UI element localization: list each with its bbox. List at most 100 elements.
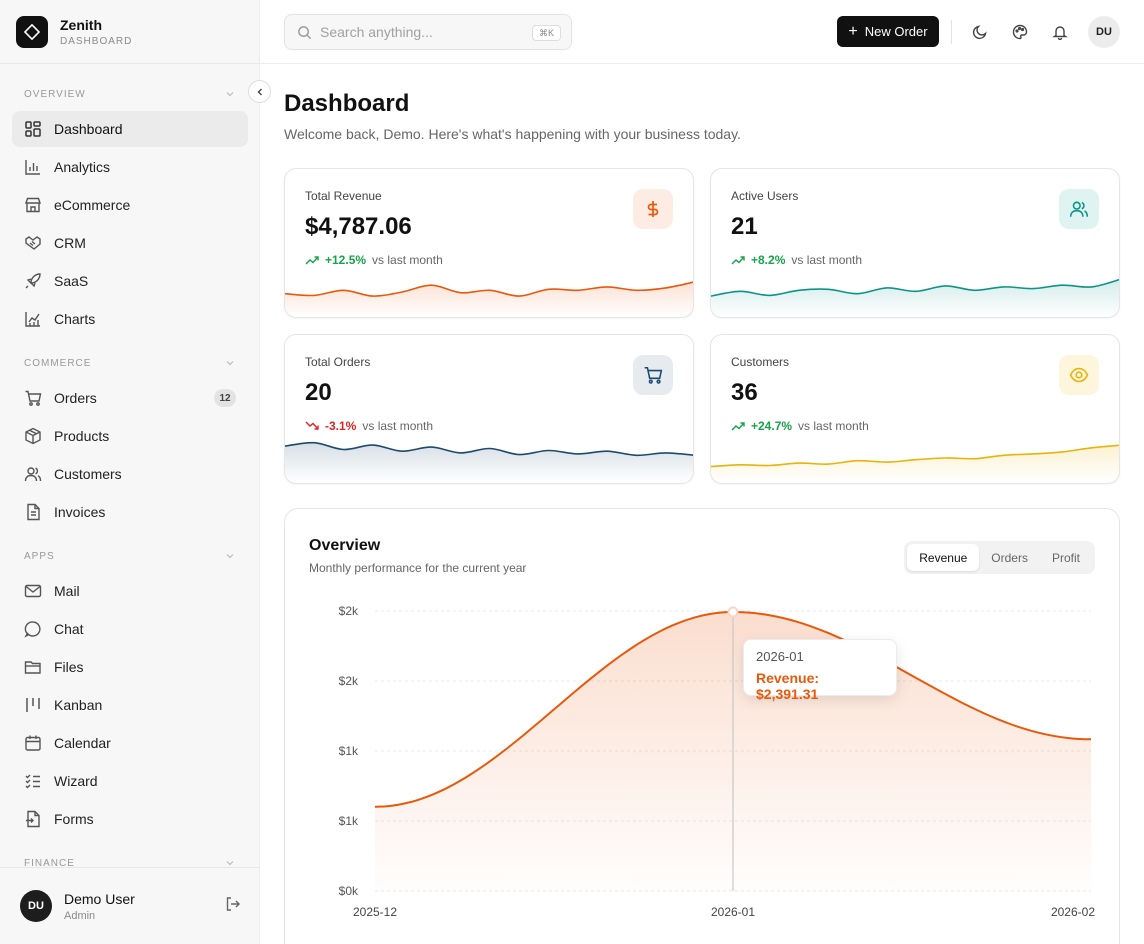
sidebar-item-kanban[interactable]: Kanban xyxy=(12,687,248,723)
stat-card-active-users[interactable]: Active Users 21 +8.2% vs last month xyxy=(710,168,1120,318)
calendar-icon xyxy=(24,734,42,752)
orders-sparkline xyxy=(285,441,693,483)
logout-icon[interactable] xyxy=(225,896,241,917)
overview-subtitle: Monthly performance for the current year xyxy=(309,561,527,575)
new-order-label: New Order xyxy=(864,24,928,39)
package-icon xyxy=(24,427,42,445)
orders-count-badge: 12 xyxy=(214,389,236,407)
stat-comparison: vs last month xyxy=(798,419,869,433)
sidebar-item-dashboard[interactable]: Dashboard xyxy=(12,111,248,147)
search-box[interactable]: ⌘K xyxy=(284,14,572,50)
sidebar-item-orders[interactable]: Orders 12 xyxy=(12,380,248,416)
y-tick-label: $0k xyxy=(339,884,359,898)
sparkline-line xyxy=(285,441,693,457)
stat-card-customers[interactable]: Customers 36 +24.7% vs last month xyxy=(710,334,1120,484)
section-title: OVERVIEW xyxy=(24,88,86,100)
page-title: Dashboard xyxy=(284,90,410,117)
stat-trend: +24.7% vs last month xyxy=(731,419,869,433)
users-sparkline xyxy=(711,278,1119,317)
sidebar-item-charts[interactable]: Charts xyxy=(12,301,248,337)
stat-comparison: vs last month xyxy=(372,253,443,267)
bell-icon[interactable] xyxy=(1048,20,1072,44)
tab-profit[interactable]: Profit xyxy=(1051,550,1080,565)
section-commerce[interactable]: COMMERCE xyxy=(24,356,235,370)
stat-trend: +8.2% vs last month xyxy=(731,253,862,267)
overview-tabs: Revenue Orders Profit xyxy=(904,541,1095,574)
moon-icon[interactable] xyxy=(968,20,992,44)
sidebar-item-files[interactable]: Files xyxy=(12,649,248,685)
sidebar: Zenith DASHBOARD OVERVIEW Dashboard Anal… xyxy=(0,0,260,944)
active-data-point xyxy=(727,606,739,618)
avatar[interactable]: DU xyxy=(20,890,52,922)
section-title: COMMERCE xyxy=(24,357,92,369)
sidebar-item-label: Kanban xyxy=(54,697,103,713)
sidebar-item-crm[interactable]: CRM xyxy=(12,225,248,261)
users-icon xyxy=(24,465,42,483)
overview-title: Overview xyxy=(309,537,381,554)
chat-icon xyxy=(24,620,42,638)
stat-change: -3.1% xyxy=(325,419,357,433)
sidebar-item-label: Charts xyxy=(54,311,96,327)
stat-card-total-orders[interactable]: Total Orders 20 -3.1% vs last month xyxy=(284,334,694,484)
form-icon xyxy=(24,810,42,828)
sidebar-item-calendar[interactable]: Calendar xyxy=(12,725,248,761)
stat-label: Total Revenue xyxy=(305,189,382,203)
palette-icon[interactable] xyxy=(1008,20,1032,44)
revenue-sparkline xyxy=(285,281,693,317)
search-shortcut: ⌘K xyxy=(531,25,561,41)
sparkline-area xyxy=(711,279,1119,317)
sidebar-item-chat[interactable]: Chat xyxy=(12,611,248,647)
stat-label: Active Users xyxy=(731,189,799,203)
sidebar-item-analytics[interactable]: Analytics xyxy=(12,149,248,185)
user-name: Demo User xyxy=(64,890,135,907)
chevron-left-icon xyxy=(257,88,262,95)
chevron-down-icon xyxy=(226,92,234,97)
section-overview[interactable]: OVERVIEW xyxy=(24,87,235,101)
section-finance[interactable]: FINANCE xyxy=(24,856,235,867)
new-order-button[interactable]: + New Order xyxy=(837,16,939,47)
tooltip-value: Revenue: $2,391.31 xyxy=(756,670,820,702)
tab-orders[interactable]: Orders xyxy=(991,550,1028,565)
sparkline-line xyxy=(285,281,693,297)
rocket-icon xyxy=(24,272,42,290)
dashboard-icon xyxy=(24,120,42,138)
cart-icon xyxy=(24,389,42,407)
brand-subtitle: DASHBOARD xyxy=(60,35,133,47)
x-tick-label: 2026-02 xyxy=(1051,905,1095,919)
sidebar-item-saas[interactable]: SaaS xyxy=(12,263,248,299)
sidebar-item-ecommerce[interactable]: eCommerce xyxy=(12,187,248,223)
user-profile[interactable]: DU Demo User Admin xyxy=(0,867,259,944)
sparkline-line xyxy=(711,444,1119,468)
collapse-sidebar-button[interactable] xyxy=(248,80,271,103)
sidebar-item-label: Forms xyxy=(54,811,94,827)
sidebar-item-mail[interactable]: Mail xyxy=(12,573,248,609)
header-avatar[interactable]: DU xyxy=(1088,16,1120,48)
cart-icon xyxy=(633,355,673,395)
sidebar-item-invoices[interactable]: Invoices xyxy=(12,494,248,530)
sidebar-item-label: Orders xyxy=(54,390,97,406)
sidebar-item-label: Analytics xyxy=(54,159,111,175)
handshake-icon xyxy=(24,234,42,252)
sidebar-item-wizard[interactable]: Wizard xyxy=(12,763,248,799)
stat-comparison: vs last month xyxy=(791,253,863,267)
tab-revenue[interactable]: Revenue xyxy=(907,544,980,571)
stat-trend: +12.5% vs last month xyxy=(305,253,443,267)
sidebar-item-label: Mail xyxy=(54,583,80,599)
stat-value: 36 xyxy=(731,379,758,406)
trending-up-icon xyxy=(305,256,319,265)
kanban-icon xyxy=(24,696,42,714)
sidebar-item-label: Invoices xyxy=(54,504,106,520)
brand[interactable]: Zenith DASHBOARD xyxy=(0,0,259,64)
stat-value: $4,787.06 xyxy=(305,213,412,240)
section-apps[interactable]: APPS xyxy=(24,549,235,563)
sidebar-item-label: Chat xyxy=(54,621,84,637)
top-header: ⌘K + New Order DU xyxy=(260,0,1144,64)
stat-card-total-revenue[interactable]: Total Revenue $4,787.06 +12.5% vs last m… xyxy=(284,168,694,318)
sidebar-item-customers[interactable]: Customers xyxy=(12,456,248,492)
sidebar-item-forms[interactable]: Forms xyxy=(12,801,248,837)
customers-sparkline xyxy=(711,444,1119,483)
sidebar-item-products[interactable]: Products xyxy=(12,418,248,454)
search-input[interactable] xyxy=(320,24,520,40)
revenue-area-chart[interactable]: $0k $1k $1k $2k $2k 2025-12 2026-01 2026-02 xyxy=(285,599,1121,939)
sidebar-item-label: CRM xyxy=(54,235,86,251)
